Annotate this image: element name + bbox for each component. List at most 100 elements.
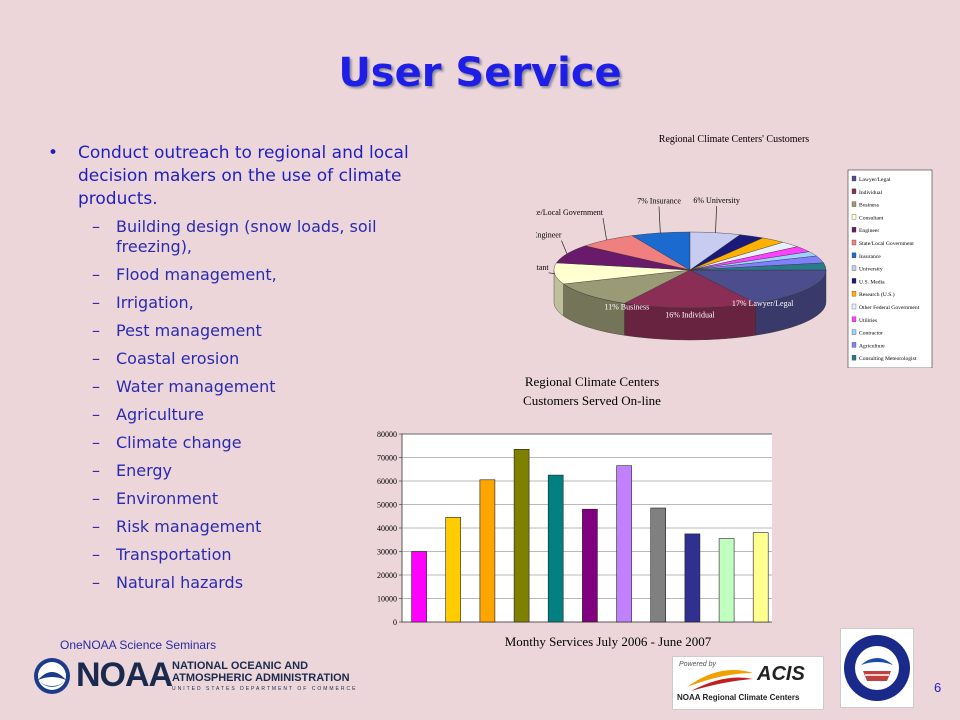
noaa-line-1: NATIONAL OCEANIC AND: [172, 660, 309, 672]
sub-bullet: Flood management,: [92, 265, 428, 285]
pie-leader-line: [658, 206, 661, 233]
main-bullet: Conduct outreach to regional and local d…: [48, 142, 428, 211]
acis-logo: Powered by ACIS NOAA Regional Climate Ce…: [672, 656, 824, 710]
bar-ytick-label: 50000: [377, 501, 397, 510]
pie-labels: 17% Lawyer/Legal 16% Individual 11% Busine…: [536, 196, 794, 320]
pie-legend-label: Business: [859, 203, 879, 209]
bar-ytick-label: 40000: [377, 524, 397, 533]
bar-ytick-label: 10000: [377, 595, 397, 604]
sub-bullet: Coastal erosion: [92, 349, 428, 369]
pie-data-label: 7% Insurance: [637, 197, 681, 206]
bullet-list: Conduct outreach to regional and local d…: [48, 142, 428, 601]
bar-ytick-label: 0: [393, 618, 397, 627]
acis-swoosh-icon: [687, 670, 753, 691]
pie-legend-swatch: [851, 175, 857, 182]
pie-leader-line: [715, 206, 717, 233]
pie-data-label: 7% State/Local Government: [536, 208, 604, 217]
sub-bullet: Agriculture: [92, 405, 428, 425]
pie-data-label: 8% Engineer: [536, 231, 562, 240]
pie-data-label: 9% Consultant: [536, 263, 549, 272]
sub-bullet: Climate change: [92, 433, 428, 453]
pie-data-label: 6% University: [693, 196, 739, 205]
pie-slice: [623, 269, 757, 309]
pie-legend-label: Utilities: [859, 318, 877, 324]
bar: [718, 538, 735, 623]
rcc-seal-icon: [844, 635, 910, 701]
pie-legend-swatch: [851, 227, 857, 233]
bar-plot-area: 0 10000 20000 30000 40000 50000 60000 70000 8000…: [377, 430, 772, 627]
pie-data-label: 16% Individual: [665, 311, 715, 320]
sub-bullet: Energy: [92, 461, 428, 481]
bar-title: Regional Climate Centers: [525, 374, 659, 389]
acis-name: ACIS: [757, 663, 805, 685]
pie-legend-label: Lawyer/Legal: [859, 177, 891, 183]
bar-subtitle: Customers Served On-line: [523, 393, 661, 408]
pie-legend-swatch: [851, 342, 857, 348]
sub-bullet: Risk management: [92, 517, 428, 537]
pie-legend-label: Individual: [859, 190, 882, 196]
pie-legend-label: University: [859, 267, 883, 273]
sub-bullet-list: Building design (snow loads, soil freezi…: [48, 217, 428, 593]
pie-legend-swatch: [851, 265, 857, 271]
pie-legend-label: Insurance: [859, 254, 881, 260]
bar: [616, 465, 632, 623]
bar: [547, 474, 564, 623]
pie-legend-label: Consultant: [859, 215, 884, 221]
noaa-wordmark: NOAA: [76, 656, 173, 694]
acis-powered-by: Powered by: [679, 661, 716, 668]
sub-bullet: Pest management: [92, 321, 428, 341]
pie-leader-line: [561, 240, 568, 254]
noaa-line-2: ATMOSPHERIC ADMINISTRATION: [172, 672, 350, 684]
bar: [479, 479, 496, 623]
sub-bullet: Transportation: [92, 545, 428, 565]
bar: [650, 507, 667, 623]
pie-title: Regional Climate Centers' Customers: [659, 134, 809, 145]
bar-xlabel: Monthy Services July 2006 - June 2007: [505, 634, 712, 649]
pie-legend-label: Contractor: [859, 331, 883, 337]
pie-legend-swatch: [851, 303, 857, 310]
pie-leader-line: [548, 272, 555, 274]
acis-subtitle: NOAA Regional Climate Centers: [677, 693, 800, 702]
sub-bullet: Irrigation,: [92, 293, 428, 313]
bar-ytick-label: 30000: [377, 548, 397, 557]
pie-legend-swatch: [851, 355, 857, 361]
pie-legend-swatch: [851, 316, 857, 322]
pie-depth: [553, 269, 827, 341]
footer-label: OneNOAA Science Seminars: [60, 638, 217, 652]
slide-title: User Service: [338, 50, 622, 96]
pie-legend-label: Engineer: [859, 228, 879, 234]
noaa-emblem-icon: [34, 658, 70, 694]
pie-chart: Regional Climate Centers' Customers 17% …: [536, 134, 933, 368]
bar: [513, 449, 530, 623]
pie-slice: [689, 269, 827, 304]
sub-bullet: Building design (snow loads, soil freezi…: [92, 217, 428, 257]
pie-legend-swatch: [851, 201, 857, 207]
pie-legend-swatch: [851, 278, 857, 284]
bar-ytick-label: 80000: [377, 430, 397, 439]
noaa-logo: NOAA NATIONAL OCEANIC AND ATMOSPHERIC AD…: [32, 654, 372, 700]
sub-bullet: Water management: [92, 377, 428, 397]
pie-legend-swatch: [851, 252, 857, 258]
bar: [445, 517, 461, 623]
page-number: 6: [934, 680, 942, 695]
bar: [752, 532, 769, 623]
pie-legend: Lawyer/Legal Individual Business Consultant…: [847, 169, 933, 368]
sub-bullet: Environment: [92, 489, 428, 509]
pie-leader-line: [602, 217, 607, 241]
sub-bullet: Natural hazards: [92, 573, 428, 593]
pie-legend-label: State/Local Government: [859, 241, 914, 247]
pie-legend-box: [847, 169, 933, 368]
pie-slice: [563, 269, 691, 304]
pie-slice: [689, 262, 827, 271]
pie-legend-swatch: [851, 291, 857, 297]
bar-chart: Regional Climate Centers Customers Serve…: [377, 374, 772, 649]
pie-data-label: 17% Lawyer/Legal: [732, 299, 794, 308]
pie-legend-swatch: [851, 239, 857, 246]
noaa-line-3: UNITED STATES DEPARTMENT OF COMMERCE: [172, 686, 358, 692]
rcc-seal-logo: [840, 628, 914, 708]
pie-legend-label: Consulting Meteorologist: [859, 356, 917, 362]
bar: [684, 533, 701, 623]
pie-legend-label: Other Federal Government: [859, 305, 920, 311]
pie-legend-label: Agriculture: [859, 343, 885, 349]
bar-ytick-label: 60000: [377, 477, 397, 486]
